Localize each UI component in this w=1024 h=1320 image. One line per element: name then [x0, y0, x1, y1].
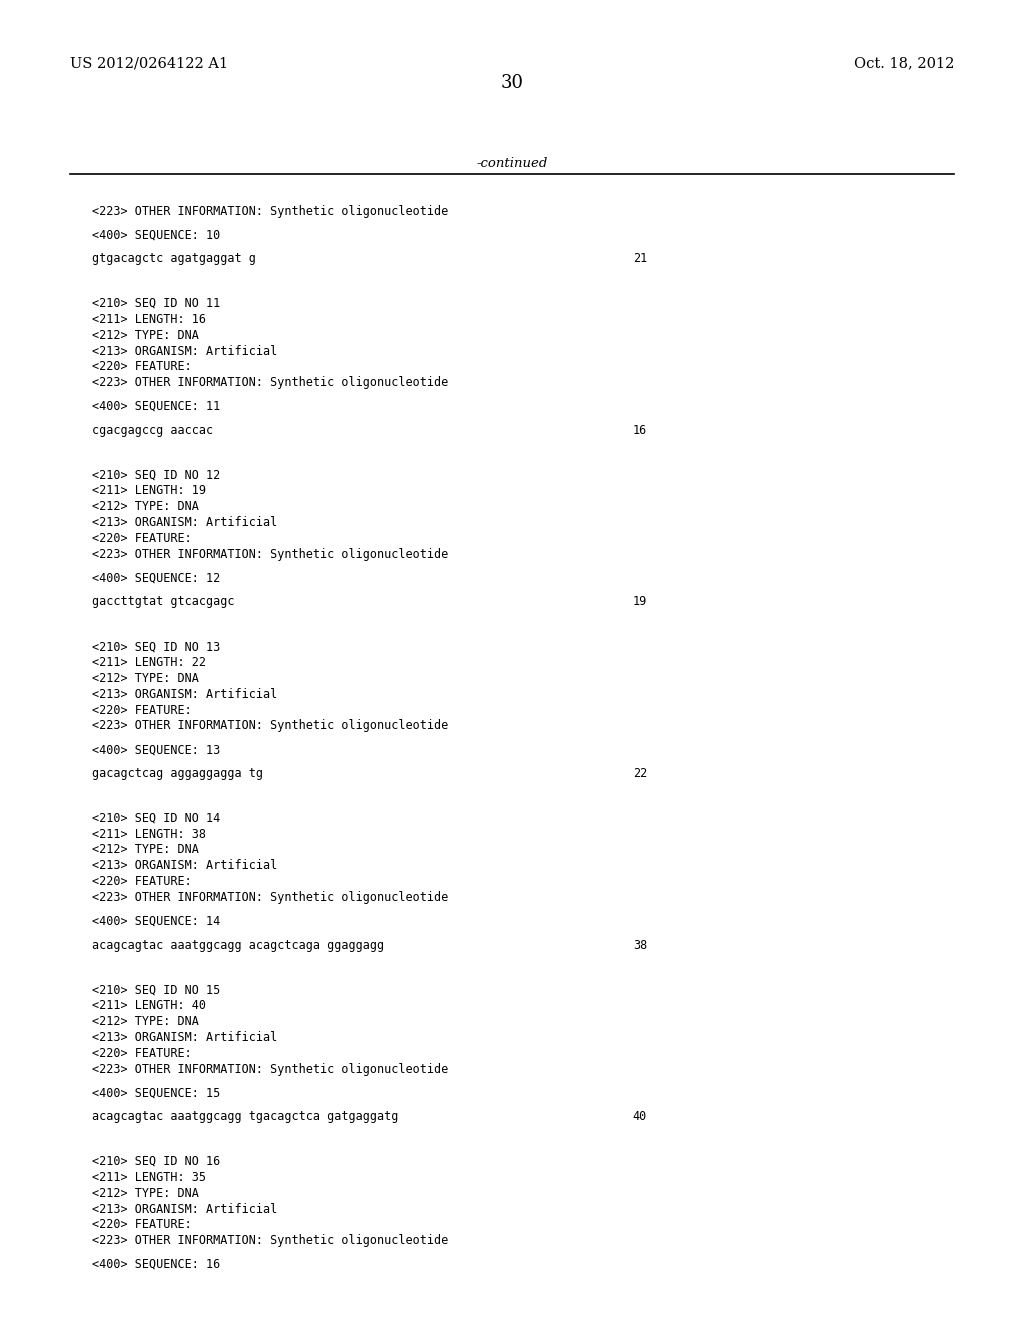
- Text: cgacgagccg aaccac: cgacgagccg aaccac: [92, 424, 213, 437]
- Text: <223> OTHER INFORMATION: Synthetic oligonucleotide: <223> OTHER INFORMATION: Synthetic oligo…: [92, 548, 449, 561]
- Text: 16: 16: [633, 424, 647, 437]
- Text: <211> LENGTH: 38: <211> LENGTH: 38: [92, 828, 206, 841]
- Text: <212> TYPE: DNA: <212> TYPE: DNA: [92, 1187, 199, 1200]
- Text: <211> LENGTH: 16: <211> LENGTH: 16: [92, 313, 206, 326]
- Text: <212> TYPE: DNA: <212> TYPE: DNA: [92, 672, 199, 685]
- Text: <210> SEQ ID NO 16: <210> SEQ ID NO 16: [92, 1155, 220, 1168]
- Text: gacagctcag aggaggagga tg: gacagctcag aggaggagga tg: [92, 767, 263, 780]
- Text: <223> OTHER INFORMATION: Synthetic oligonucleotide: <223> OTHER INFORMATION: Synthetic oligo…: [92, 719, 449, 733]
- Text: <400> SEQUENCE: 10: <400> SEQUENCE: 10: [92, 228, 220, 242]
- Text: <212> TYPE: DNA: <212> TYPE: DNA: [92, 500, 199, 513]
- Text: <220> FEATURE:: <220> FEATURE:: [92, 1047, 191, 1060]
- Text: acagcagtac aaatggcagg tgacagctca gatgaggatg: acagcagtac aaatggcagg tgacagctca gatgagg…: [92, 1110, 398, 1123]
- Text: 38: 38: [633, 939, 647, 952]
- Text: <223> OTHER INFORMATION: Synthetic oligonucleotide: <223> OTHER INFORMATION: Synthetic oligo…: [92, 205, 449, 218]
- Text: gtgacagctc agatgaggat g: gtgacagctc agatgaggat g: [92, 252, 256, 265]
- Text: <210> SEQ ID NO 13: <210> SEQ ID NO 13: [92, 640, 220, 653]
- Text: <213> ORGANISM: Artificial: <213> ORGANISM: Artificial: [92, 688, 278, 701]
- Text: <210> SEQ ID NO 14: <210> SEQ ID NO 14: [92, 812, 220, 825]
- Text: <211> LENGTH: 22: <211> LENGTH: 22: [92, 656, 206, 669]
- Text: -continued: -continued: [476, 157, 548, 170]
- Text: 21: 21: [633, 252, 647, 265]
- Text: US 2012/0264122 A1: US 2012/0264122 A1: [70, 57, 227, 71]
- Text: <220> FEATURE:: <220> FEATURE:: [92, 704, 191, 717]
- Text: 40: 40: [633, 1110, 647, 1123]
- Text: <223> OTHER INFORMATION: Synthetic oligonucleotide: <223> OTHER INFORMATION: Synthetic oligo…: [92, 891, 449, 904]
- Text: <210> SEQ ID NO 12: <210> SEQ ID NO 12: [92, 469, 220, 482]
- Text: <213> ORGANISM: Artificial: <213> ORGANISM: Artificial: [92, 1203, 278, 1216]
- Text: 19: 19: [633, 595, 647, 609]
- Text: acagcagtac aaatggcagg acagctcaga ggaggagg: acagcagtac aaatggcagg acagctcaga ggaggag…: [92, 939, 384, 952]
- Text: <213> ORGANISM: Artificial: <213> ORGANISM: Artificial: [92, 516, 278, 529]
- Text: <212> TYPE: DNA: <212> TYPE: DNA: [92, 843, 199, 857]
- Text: 22: 22: [633, 767, 647, 780]
- Text: <223> OTHER INFORMATION: Synthetic oligonucleotide: <223> OTHER INFORMATION: Synthetic oligo…: [92, 376, 449, 389]
- Text: <220> FEATURE:: <220> FEATURE:: [92, 360, 191, 374]
- Text: <213> ORGANISM: Artificial: <213> ORGANISM: Artificial: [92, 345, 278, 358]
- Text: <210> SEQ ID NO 11: <210> SEQ ID NO 11: [92, 297, 220, 310]
- Text: <220> FEATURE:: <220> FEATURE:: [92, 875, 191, 888]
- Text: <400> SEQUENCE: 14: <400> SEQUENCE: 14: [92, 915, 220, 928]
- Text: <210> SEQ ID NO 15: <210> SEQ ID NO 15: [92, 983, 220, 997]
- Text: <400> SEQUENCE: 13: <400> SEQUENCE: 13: [92, 743, 220, 756]
- Text: <211> LENGTH: 19: <211> LENGTH: 19: [92, 484, 206, 498]
- Text: <213> ORGANISM: Artificial: <213> ORGANISM: Artificial: [92, 859, 278, 873]
- Text: <400> SEQUENCE: 11: <400> SEQUENCE: 11: [92, 400, 220, 413]
- Text: <220> FEATURE:: <220> FEATURE:: [92, 1218, 191, 1232]
- Text: <213> ORGANISM: Artificial: <213> ORGANISM: Artificial: [92, 1031, 278, 1044]
- Text: Oct. 18, 2012: Oct. 18, 2012: [854, 57, 954, 71]
- Text: <212> TYPE: DNA: <212> TYPE: DNA: [92, 329, 199, 342]
- Text: <400> SEQUENCE: 16: <400> SEQUENCE: 16: [92, 1258, 220, 1271]
- Text: <212> TYPE: DNA: <212> TYPE: DNA: [92, 1015, 199, 1028]
- Text: 30: 30: [501, 74, 523, 92]
- Text: <223> OTHER INFORMATION: Synthetic oligonucleotide: <223> OTHER INFORMATION: Synthetic oligo…: [92, 1234, 449, 1247]
- Text: <400> SEQUENCE: 12: <400> SEQUENCE: 12: [92, 572, 220, 585]
- Text: gaccttgtat gtcacgagc: gaccttgtat gtcacgagc: [92, 595, 234, 609]
- Text: <211> LENGTH: 40: <211> LENGTH: 40: [92, 999, 206, 1012]
- Text: <223> OTHER INFORMATION: Synthetic oligonucleotide: <223> OTHER INFORMATION: Synthetic oligo…: [92, 1063, 449, 1076]
- Text: <211> LENGTH: 35: <211> LENGTH: 35: [92, 1171, 206, 1184]
- Text: <220> FEATURE:: <220> FEATURE:: [92, 532, 191, 545]
- Text: <400> SEQUENCE: 15: <400> SEQUENCE: 15: [92, 1086, 220, 1100]
